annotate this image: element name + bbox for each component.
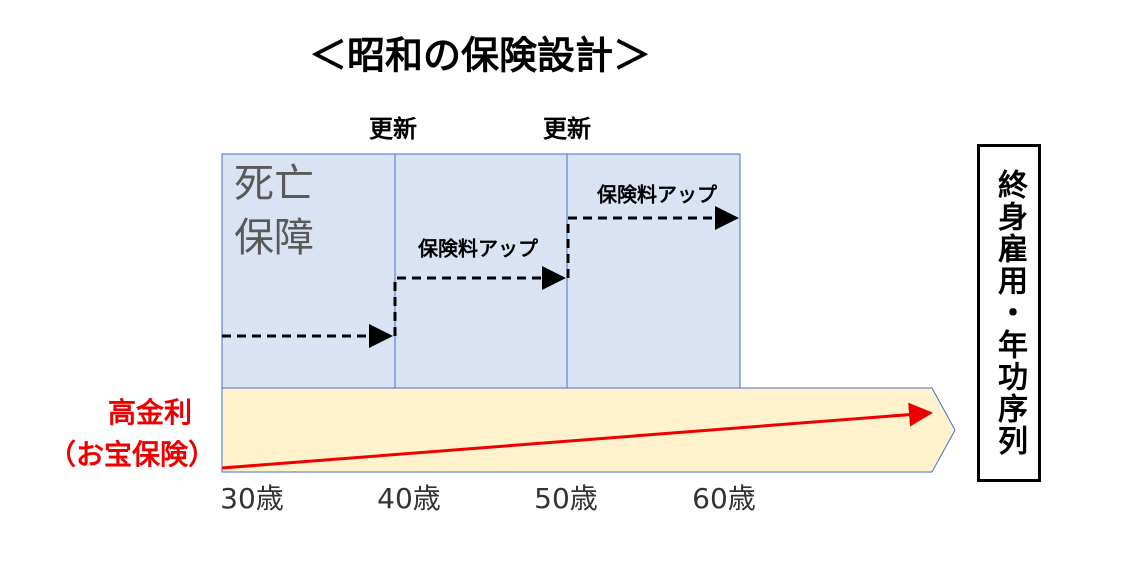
premium-steps [222,206,739,348]
renewal-label: 更新 [369,115,417,143]
interest-label: 高金利 [108,396,192,429]
coverage-box [566,153,741,389]
premium-label: 保険料アップ [417,237,539,261]
age-label: 40歳 [377,482,441,515]
interest-arrow [221,402,933,470]
timeline-arrow [221,387,956,473]
title: ＜昭和の保険設計＞ [309,34,651,78]
coverage-label: 死亡 [234,161,314,207]
age-label: 50歳 [534,482,598,515]
age-label: 60歳 [692,482,756,515]
renewal-label: 更新 [543,115,591,143]
side-box: 終身雇用・年功序列 [977,144,1041,482]
interest-label: （お宝保険） [48,438,216,471]
coverage-box [221,153,396,389]
coverage-label: 保障 [234,215,314,261]
coverage-box [394,153,568,389]
age-label: 30歳 [220,482,284,515]
premium-label: 保険料アップ [596,183,718,207]
side-label: 終身雇用・年功序列 [992,169,1027,457]
